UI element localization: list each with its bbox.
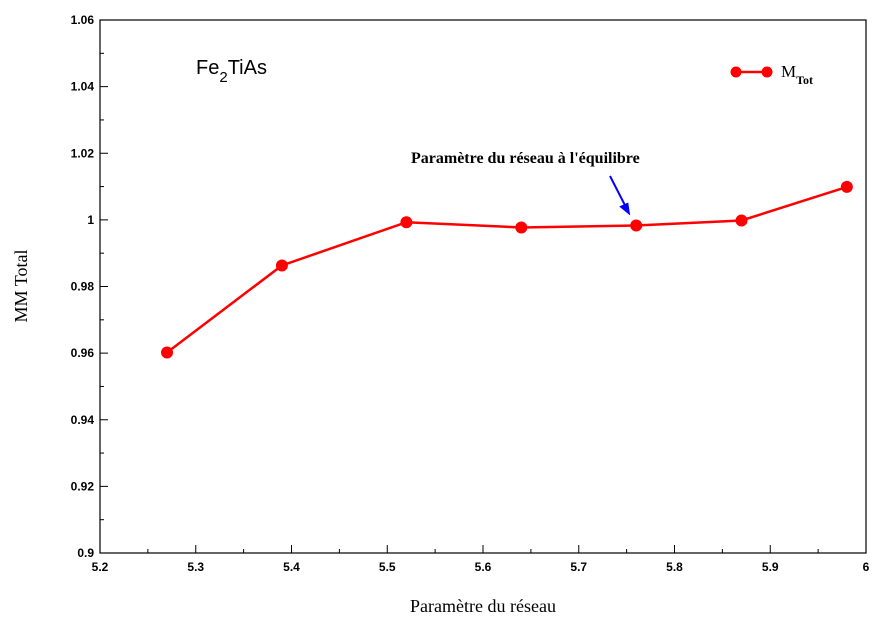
legend-label-subscript: Tot: [796, 73, 813, 87]
legend-marker-right: [762, 67, 773, 78]
legend-marker-left: [731, 67, 742, 78]
data-point: [630, 220, 642, 232]
annotation-arrowhead: [619, 203, 630, 216]
data-point: [841, 181, 853, 193]
chart-title-subscript: 2: [219, 69, 227, 86]
x-tick-label: 5.5: [379, 560, 396, 574]
x-tick-label: 5.3: [187, 560, 204, 574]
legend-label: MTot: [781, 62, 813, 87]
y-tick-label: 0.96: [71, 346, 95, 360]
x-tick-label: 6: [863, 560, 870, 574]
y-tick-label: 1.06: [71, 13, 95, 27]
data-point: [736, 215, 748, 227]
series-points-mtot: [161, 181, 853, 359]
data-point: [400, 216, 412, 228]
y-tick-label: 1.04: [71, 80, 95, 94]
series-line-mtot: [167, 187, 847, 353]
axis-ticks: [100, 20, 866, 553]
y-tick-label: 0.92: [71, 479, 95, 493]
x-tick-label: 5.6: [475, 560, 492, 574]
tick-labels: 5.2 5.3 5.4 5.5 5.6 5.7 5.8 5.9 6 0.9 0.92 0.94 0.96…: [71, 13, 870, 574]
x-tick-label: 5.9: [762, 560, 779, 574]
data-point: [276, 260, 288, 272]
y-tick-label: 1: [87, 213, 94, 227]
y-tick-label: 0.9: [77, 546, 94, 560]
annotation-label: Paramètre du réseau à l'équilibre: [411, 150, 640, 167]
x-tick-label: 5.7: [570, 560, 587, 574]
data-point: [161, 346, 173, 358]
chart-title: Fe2TiAs: [196, 57, 267, 86]
x-axis-title: Paramètre du réseau: [410, 596, 556, 616]
legend: MTot: [731, 62, 814, 87]
data-point: [515, 222, 527, 234]
annotation: Paramètre du réseau à l'équilibre: [411, 150, 640, 216]
y-tick-label: 0.94: [71, 413, 95, 427]
y-tick-label: 0.98: [71, 280, 95, 294]
plot-frame: [100, 20, 866, 553]
chart-title-main: Fe: [196, 57, 219, 79]
chart-title-rest: TiAs: [228, 57, 267, 79]
x-tick-label: 5.2: [92, 560, 109, 574]
x-tick-label: 5.4: [283, 560, 300, 574]
y-tick-label: 1.02: [71, 146, 95, 160]
legend-label-main: M: [781, 62, 796, 81]
y-axis-title: MM Total: [11, 250, 31, 323]
x-tick-label: 5.8: [666, 560, 683, 574]
